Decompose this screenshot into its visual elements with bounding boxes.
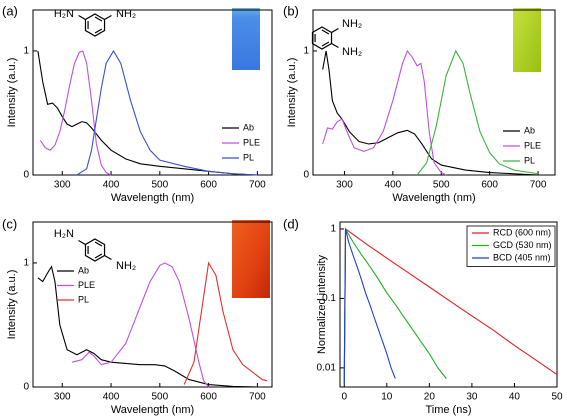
- legend-label: PLE: [243, 137, 260, 147]
- molecule-label: H₂N: [54, 8, 74, 20]
- x-tick-label: 30: [466, 392, 478, 403]
- molecule-label: NH₂: [116, 8, 136, 20]
- data-line: [71, 262, 210, 388]
- molecule-label: NH₂: [116, 260, 136, 272]
- molecule-label: NH₂: [342, 18, 362, 30]
- molecule-bond: [104, 14, 112, 21]
- plot-frame: [32, 221, 273, 388]
- data-line: [322, 50, 539, 176]
- panel-label: (d): [283, 216, 299, 231]
- y-tick-label: 0.01: [317, 362, 337, 373]
- y-tick-label: 1: [23, 258, 29, 269]
- x-axis-label: Time (ns): [425, 404, 471, 416]
- x-axis-label: Wavelength (nm): [111, 404, 194, 416]
- y-axis-label: Normalized intensity: [316, 254, 328, 354]
- x-tick-label: 0: [341, 392, 347, 403]
- x-tick-label: 600: [200, 180, 217, 191]
- molecule-ring: [84, 238, 106, 262]
- data-line: [183, 261, 268, 385]
- plot-frame: [32, 9, 273, 176]
- data-line: [37, 265, 258, 388]
- x-tick-label: 300: [336, 180, 353, 191]
- y-tick-label: 0: [303, 170, 309, 181]
- x-tick-label: 700: [249, 180, 266, 191]
- y-tick-label: 0: [23, 170, 29, 181]
- molecule-bond: [94, 253, 103, 259]
- data-line: [416, 49, 539, 176]
- sample-photo: [513, 8, 541, 72]
- legend-label: Ab: [524, 125, 535, 135]
- molecule-bond: [331, 27, 339, 34]
- y-axis-label: Intensity (a.u.): [6, 270, 18, 340]
- data-line: [343, 227, 558, 384]
- x-tick-label: 500: [151, 180, 168, 191]
- x-tick-label: 300: [54, 180, 71, 191]
- legend-label: PLE: [524, 140, 541, 150]
- y-axis-label: Intensity (a.u.): [6, 58, 18, 128]
- y-tick-label: 1: [330, 224, 336, 235]
- legend-label: Ab: [78, 265, 89, 275]
- x-axis-label: Wavelength (nm): [111, 192, 194, 204]
- x-tick-label: 50: [551, 392, 563, 403]
- legend-label: GCD (530 nm): [493, 240, 552, 250]
- data-line: [76, 49, 258, 176]
- x-tick-label: 600: [200, 392, 217, 403]
- panel-label: (b): [283, 3, 299, 18]
- molecule-label: H₂N: [54, 228, 74, 240]
- y-tick-label: 0.1: [322, 293, 336, 304]
- data-line: [39, 50, 112, 176]
- data-line: [322, 49, 447, 176]
- x-axis-label: Wavelength (nm): [392, 192, 475, 204]
- molecule-bond: [94, 16, 103, 22]
- legend-label: Ab: [243, 122, 254, 132]
- data-line: [343, 226, 447, 384]
- legend-label: PLE: [78, 280, 95, 290]
- legend-label: RCD (600 nm): [493, 227, 551, 237]
- molecule-bond: [78, 239, 86, 246]
- panel-label: (c): [2, 216, 17, 231]
- plot-frame: [312, 9, 556, 176]
- molecule-bond: [321, 41, 330, 47]
- molecule-bond: [94, 241, 103, 247]
- molecule-bond: [331, 42, 339, 49]
- sample-photo: [232, 220, 270, 298]
- x-tick-label: 10: [381, 392, 393, 403]
- panel-label: (a): [2, 3, 18, 18]
- x-tick-label: 700: [249, 392, 266, 403]
- x-tick-label: 700: [530, 180, 547, 191]
- legend-label: PL: [243, 152, 254, 162]
- data-line: [343, 228, 396, 384]
- x-tick-label: 20: [424, 392, 436, 403]
- x-tick-label: 40: [509, 392, 521, 403]
- x-tick-label: 300: [54, 392, 71, 403]
- sample-photo: [232, 8, 260, 70]
- data-line: [37, 50, 268, 176]
- molecule-bond: [94, 28, 103, 34]
- x-tick-label: 400: [103, 180, 120, 191]
- plot-frame: [339, 221, 558, 388]
- x-tick-label: 500: [151, 392, 168, 403]
- y-tick-label: 1: [303, 46, 309, 57]
- x-tick-label: 400: [103, 392, 120, 403]
- molecule-label: NH₂: [342, 46, 362, 58]
- x-tick-label: 400: [385, 180, 402, 191]
- y-tick-label: 0: [23, 382, 29, 393]
- legend-label: PL: [78, 294, 89, 304]
- x-tick-label: 600: [481, 180, 498, 191]
- molecule-bond: [321, 29, 330, 35]
- molecule-bond: [78, 14, 86, 21]
- x-tick-label: 500: [433, 180, 450, 191]
- molecule-bond: [104, 254, 112, 261]
- y-axis-label: Intensity (a.u.): [286, 58, 298, 128]
- legend-label: BCD (405 nm): [493, 252, 551, 262]
- legend-label: PL: [524, 155, 535, 165]
- y-tick-label: 1: [23, 46, 29, 57]
